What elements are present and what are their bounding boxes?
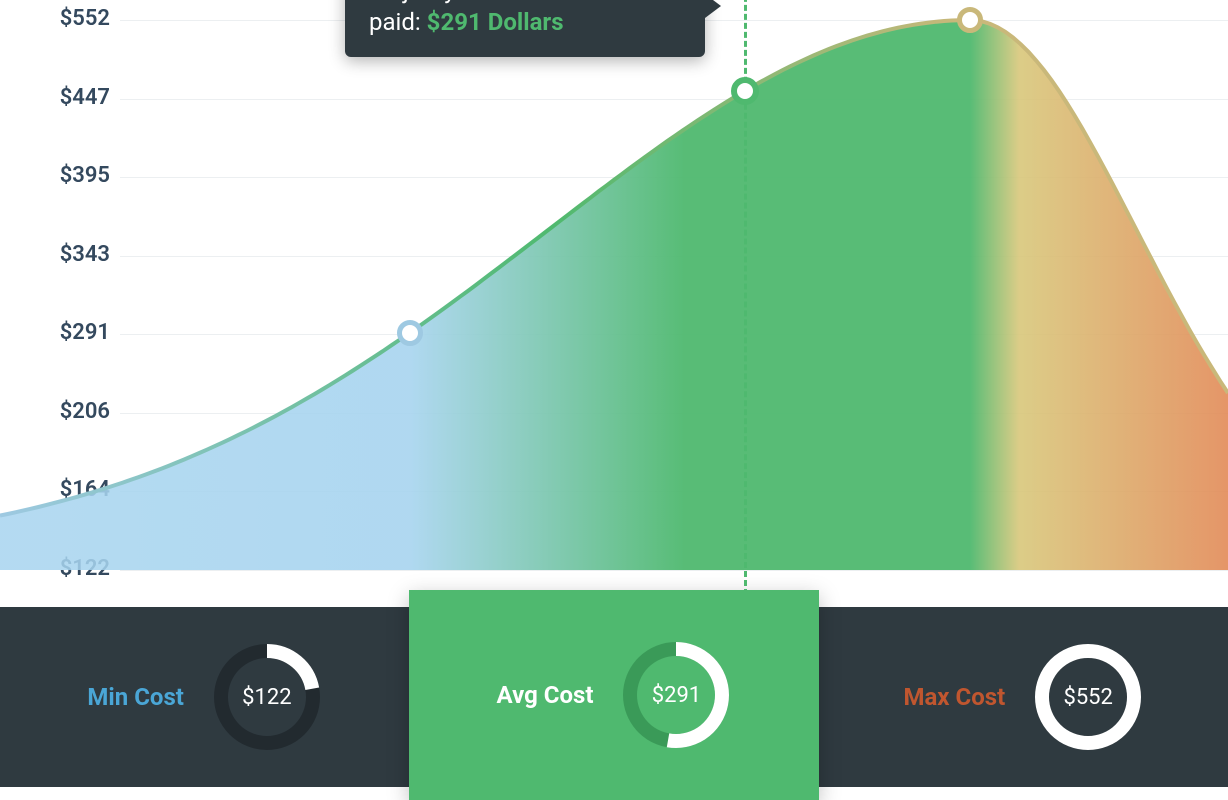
- tooltip-prefix: paid:: [369, 8, 427, 36]
- tooltip-line2: paid: $291 Dollars: [369, 6, 681, 38]
- min-cost-label: Min Cost: [87, 683, 183, 711]
- cost-summary-bar: Min Cost $122 Avg Cost $291 Max Cost $55…: [0, 595, 1228, 800]
- max-cost-marker: [957, 7, 983, 33]
- min-cost-marker: [397, 320, 423, 346]
- avg-cost-label: Avg Cost: [497, 681, 594, 709]
- tooltip-arrow-icon: [705, 0, 721, 18]
- max-cost-card: Max Cost $552: [819, 607, 1228, 787]
- cost-chart-container: $552$447$395$343$291$206$164$122 Majorit…: [0, 0, 1228, 800]
- min-cost-donut: $122: [212, 642, 322, 752]
- cost-tooltip: Majority of Homeowners paid: $291 Dollar…: [345, 0, 705, 57]
- min-cost-value: $122: [212, 642, 322, 752]
- max-cost-label: Max Cost: [903, 683, 1005, 711]
- avg-cost-card: Avg Cost $291: [409, 590, 818, 800]
- area-curve-plot: [0, 0, 1228, 595]
- avg-cost-value: $291: [621, 640, 731, 750]
- max-cost-value: $552: [1033, 642, 1143, 752]
- chart-area: $552$447$395$343$291$206$164$122 Majorit…: [0, 0, 1228, 595]
- tooltip-highlight: $291 Dollars: [427, 8, 564, 36]
- min-cost-card: Min Cost $122: [0, 607, 409, 787]
- max-cost-donut: $552: [1033, 642, 1143, 752]
- avg-cost-donut: $291: [621, 640, 731, 750]
- avg-cost-marker: [731, 77, 759, 105]
